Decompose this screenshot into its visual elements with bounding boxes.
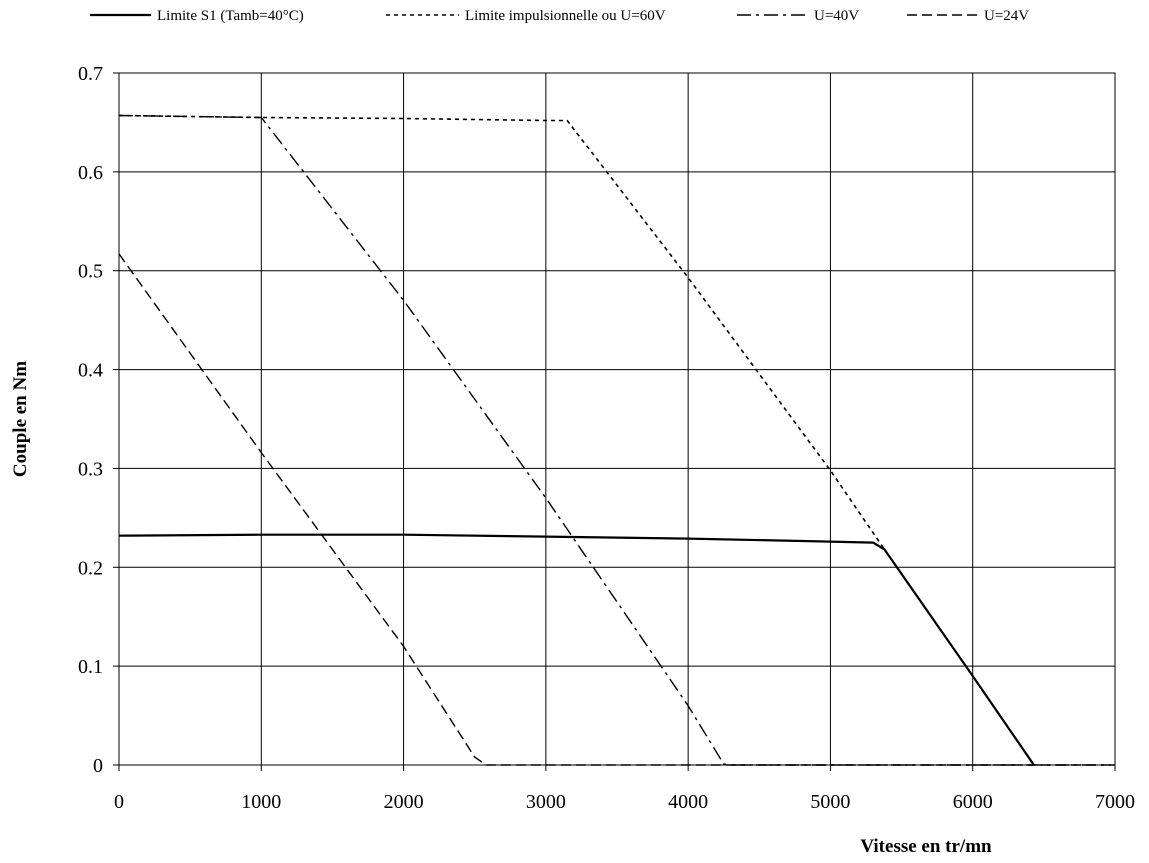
y-tick-label: 0.5 <box>78 261 103 283</box>
y-tick-label: 0.7 <box>78 63 103 85</box>
plot-area-frame <box>118 72 1116 766</box>
x-tick-label: 2000 <box>384 791 424 813</box>
y-tick-label: 0.3 <box>78 458 103 480</box>
x-tick-label: 6000 <box>953 791 993 813</box>
axes: 0 1000 2000 3000 4000 5000 6000 7000 0 0.1 0.2 0.3 0… <box>78 63 1135 813</box>
x-axis-title: Vitesse en tr/mn <box>860 836 992 857</box>
series <box>118 114 1115 766</box>
y-tick-label: 0.6 <box>78 162 103 184</box>
series-line-4 <box>118 253 1115 766</box>
y-axis-title: Couple en Nm <box>10 361 31 477</box>
legend: Limite S1 (Tamb=40°C) Limite impulsionnel… <box>90 8 1029 24</box>
series-line-1 <box>118 533 1035 766</box>
y-tick-label: 0 <box>93 755 103 777</box>
legend-label-1: Limite S1 (Tamb=40°C) <box>157 8 304 24</box>
x-tick-label: 7000 <box>1095 791 1135 813</box>
series-line-2 <box>118 114 1035 766</box>
y-tick-label: 0.2 <box>78 557 103 579</box>
x-tick-label: 0 <box>114 791 124 813</box>
x-tick-label: 1000 <box>241 791 281 813</box>
x-tick-label: 4000 <box>668 791 708 813</box>
legend-label-4: U=24V <box>984 8 1029 24</box>
legend-label-3: U=40V <box>814 8 859 24</box>
y-tick-label: 0.1 <box>78 656 103 678</box>
x-tick-label: 3000 <box>526 791 566 813</box>
grid <box>119 73 1115 765</box>
x-tick-label: 5000 <box>810 791 850 813</box>
legend-label-2: Limite impulsionnelle ou U=60V <box>465 8 666 24</box>
y-tick-label: 0.4 <box>78 360 103 382</box>
